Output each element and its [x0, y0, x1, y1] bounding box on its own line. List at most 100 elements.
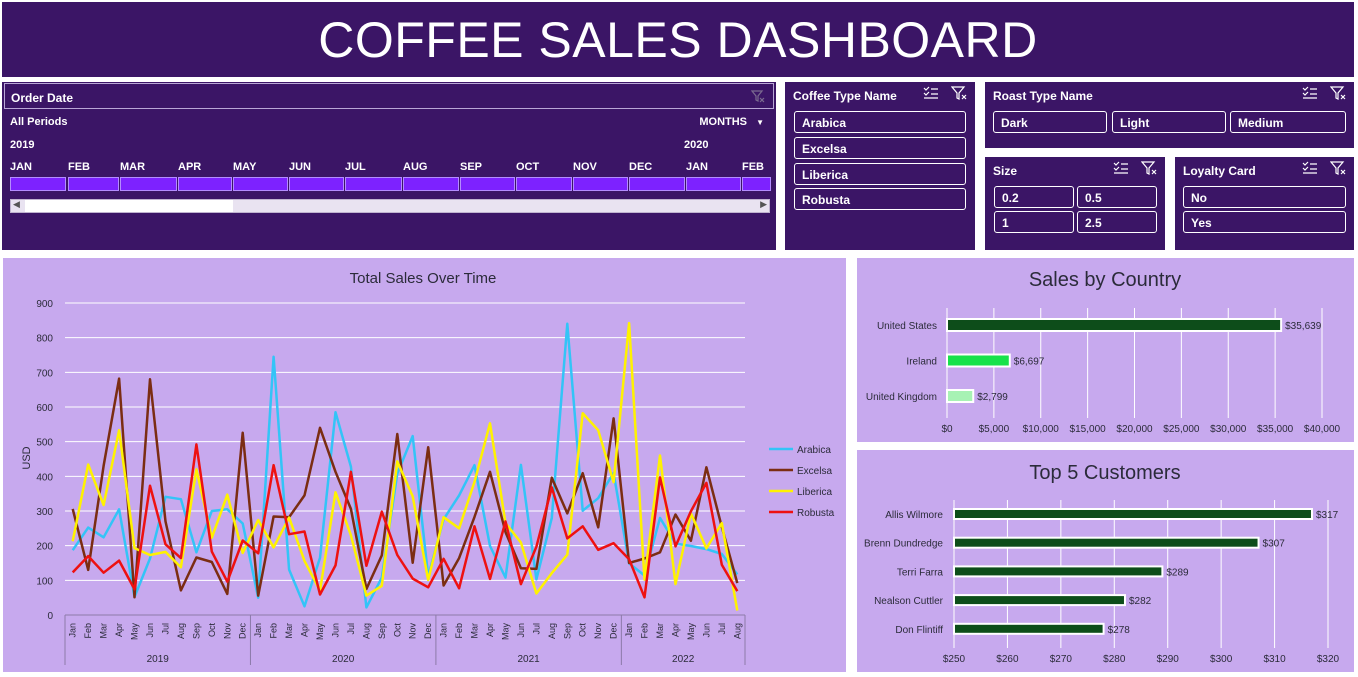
x-tick-label: May [500, 623, 510, 641]
x-tick-label: Feb [83, 623, 93, 639]
year-label: 2021 [518, 654, 541, 665]
y-tick-label: 700 [36, 368, 53, 379]
chart-title: Sales by Country [1029, 269, 1181, 291]
x-tick-label: Sep [191, 623, 201, 639]
timeline-month-bar[interactable] [289, 177, 344, 191]
chevron-down-icon: ▼ [756, 118, 764, 127]
x-tick-label: Oct [207, 623, 217, 638]
y-axis-label: USD [21, 446, 33, 469]
x-tick-label: Feb [640, 623, 650, 639]
loyalty-card-slicer: Loyalty Card No Yes [1175, 157, 1354, 250]
y-tick-label: 100 [36, 576, 53, 587]
roast-type-slicer: Roast Type Name Dark Light Medium [985, 82, 1354, 148]
timeline-month-bar[interactable] [68, 177, 119, 191]
timeline-month-bar[interactable] [345, 177, 402, 191]
timeline-month-label: APR [178, 161, 202, 173]
slicer-item-light[interactable]: Light [1112, 111, 1226, 133]
multi-select-icon[interactable] [1302, 161, 1318, 175]
timeline-month-bar[interactable] [516, 177, 572, 191]
x-tick-label: Oct [392, 623, 402, 638]
data-label: $2,799 [977, 392, 1008, 403]
x-tick-label: Jan [439, 623, 449, 638]
bar [946, 353, 1011, 368]
timeline-month-bar[interactable] [403, 177, 459, 191]
slicer-item-size-1[interactable]: 1 [994, 211, 1074, 233]
timeline-scrollbar[interactable]: ◀ ▶ [10, 199, 770, 213]
y-tick-label: 600 [36, 403, 53, 414]
x-tick-label: Dec [423, 623, 433, 640]
multi-select-icon[interactable] [923, 86, 939, 100]
x-tick-label: Jun [145, 623, 155, 638]
clear-filter-icon[interactable] [951, 86, 967, 100]
x-tick-label: Mar [284, 623, 294, 639]
data-label: $289 [1166, 567, 1189, 578]
x-tick-label: Jul [346, 623, 356, 635]
slicer-item-liberica[interactable]: Liberica [794, 163, 966, 185]
bar [953, 565, 1164, 578]
timeline-month-bar[interactable] [233, 177, 288, 191]
x-tick-label: $270 [1050, 654, 1073, 665]
x-tick-label: Feb [454, 623, 464, 639]
slicer-item-size-0-5[interactable]: 0.5 [1077, 186, 1157, 208]
slicer-item-yes[interactable]: Yes [1183, 211, 1346, 233]
x-tick-label: $290 [1157, 654, 1180, 665]
y-tick-label: 800 [36, 334, 53, 345]
x-tick-label: $15,000 [1070, 424, 1107, 435]
dashboard-title-bar: COFFEE SALES DASHBOARD [2, 2, 1354, 77]
x-tick-label: May [130, 623, 140, 641]
multi-select-icon[interactable] [1302, 86, 1318, 100]
timeline-month-bar[interactable] [178, 177, 232, 191]
x-tick-label: Aug [547, 623, 557, 639]
timeline-month-label: JUL [345, 161, 366, 173]
clear-filter-icon[interactable] [1330, 161, 1346, 175]
order-date-timeline[interactable]: Order Date All Periods MONTHS ▼ 2019 202… [2, 82, 776, 250]
timeline-month-label: DEC [629, 161, 653, 173]
x-tick-label: Mar [99, 623, 109, 639]
scroll-left-icon[interactable]: ◀ [13, 199, 20, 209]
x-tick-label: Sep [377, 623, 387, 639]
timeline-month-bar[interactable] [629, 177, 685, 191]
timeline-scroll-thumb[interactable] [25, 200, 233, 212]
slicer-item-size-0-2[interactable]: 0.2 [994, 186, 1074, 208]
sales-by-country-chart: Sales by Country $0 $5,000 $10,000 $15,000 $… [866, 269, 1341, 435]
timeline-granularity-dropdown[interactable]: MONTHS ▼ [699, 116, 764, 128]
bar [953, 508, 1313, 520]
x-tick-label: $0 [941, 424, 953, 435]
timeline-month-label: OCT [516, 161, 540, 173]
bar [953, 536, 1260, 549]
y-tick-label: 400 [36, 472, 53, 483]
x-tick-label: Jun [516, 623, 526, 638]
scroll-right-icon[interactable]: ▶ [760, 199, 767, 209]
slicer-item-robusta[interactable]: Robusta [794, 188, 966, 210]
x-tick-label: $40,000 [1304, 424, 1341, 435]
timeline-year-2019: 2019 [10, 139, 35, 151]
bar [946, 318, 1283, 332]
timeline-month-bar[interactable] [742, 177, 771, 191]
clear-filter-icon[interactable] [1330, 86, 1346, 100]
x-tick-label: Mar [655, 623, 665, 639]
clear-filter-icon[interactable] [1141, 161, 1157, 175]
timeline-month-bar[interactable] [10, 177, 66, 191]
slicer-item-excelsa[interactable]: Excelsa [794, 137, 966, 159]
timeline-month-bar[interactable] [573, 177, 628, 191]
timeline-month-label: JAN [10, 161, 33, 173]
slicer-item-size-2-5[interactable]: 2.5 [1077, 211, 1157, 233]
clear-filter-icon[interactable] [750, 89, 765, 106]
x-tick-label: Nov [408, 623, 418, 640]
year-label: 2022 [672, 654, 695, 665]
sales-over-time-panel: Total Sales Over Time USD 0 100 200 300 400 5… [3, 258, 846, 672]
slicer-item-dark[interactable]: Dark [993, 111, 1107, 133]
slicer-item-no[interactable]: No [1183, 186, 1346, 208]
x-tick-label: Aug [361, 623, 371, 639]
slicer-item-medium[interactable]: Medium [1230, 111, 1346, 133]
series-line-robusta [71, 443, 739, 599]
timeline-month-bar[interactable] [460, 177, 515, 191]
x-tick-label: Apr [485, 623, 495, 637]
y-tick-label: 900 [36, 299, 53, 310]
multi-select-icon[interactable] [1113, 161, 1129, 175]
slicer-item-arabica[interactable]: Arabica [794, 111, 966, 133]
x-tick-label: Apr [670, 623, 680, 637]
category-label: United States [877, 321, 937, 332]
timeline-month-bar[interactable] [120, 177, 177, 191]
timeline-month-bar[interactable] [686, 177, 741, 191]
